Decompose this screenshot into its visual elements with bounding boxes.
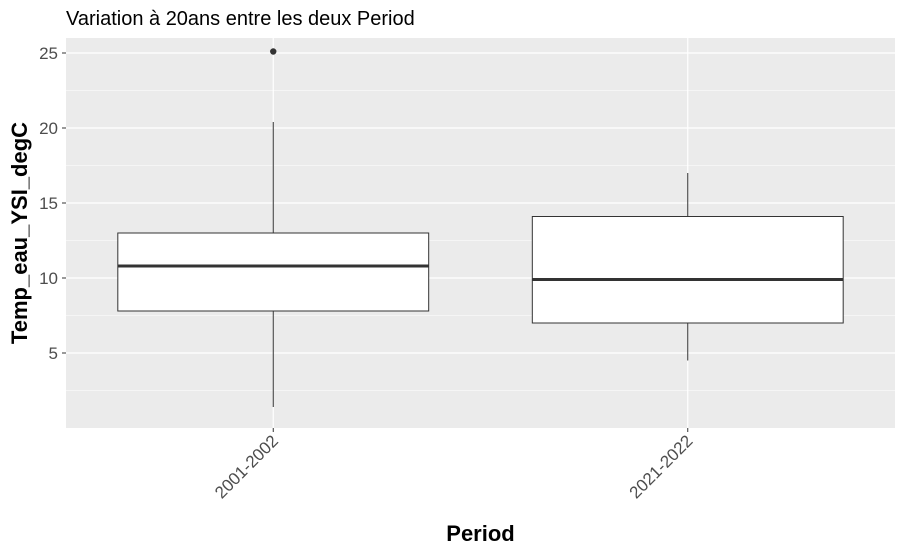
boxes-layer (117, 48, 844, 407)
box-2021-2022 (531, 173, 844, 361)
iqr-box (531, 216, 844, 324)
y-tick-label: 10 (39, 269, 58, 288)
chart-title: Variation à 20ans entre les deux Period (66, 8, 415, 30)
y-tick-label: 20 (39, 119, 58, 138)
x-axis-title: Period (446, 521, 514, 546)
major-grid (66, 38, 895, 428)
y-axis: 5 10 15 20 25 (39, 44, 66, 363)
x-axis: 2001-2002 2021-2022 (211, 428, 697, 502)
y-tick-label: 25 (39, 44, 58, 63)
x-tick-label: 2021-2022 (626, 431, 697, 502)
x-tick-label: 2001-2002 (211, 431, 282, 502)
iqr-box (117, 232, 430, 312)
box-2001-2002 (117, 48, 430, 407)
y-tick-label: 5 (49, 344, 58, 363)
y-axis-title: Temp_eau_YSI_degC (7, 122, 32, 344)
outlier-point (270, 48, 277, 55)
y-tick-label: 15 (39, 194, 58, 213)
